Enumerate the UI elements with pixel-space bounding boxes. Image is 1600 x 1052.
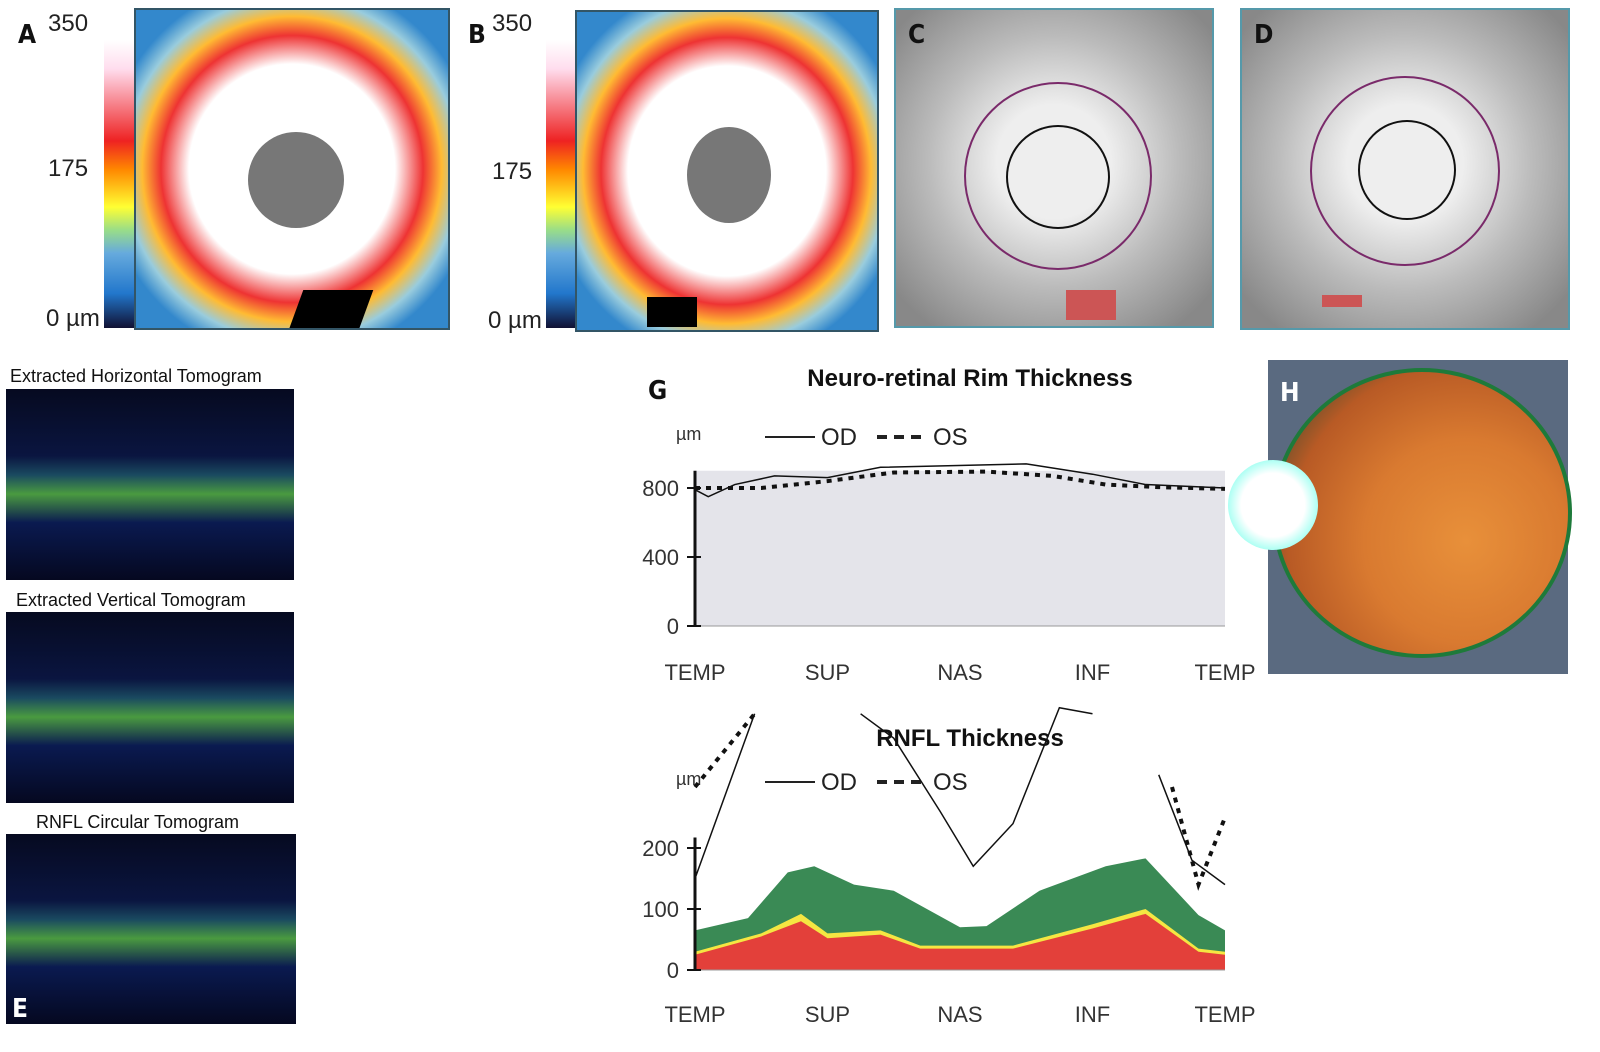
color-scale-a (104, 40, 134, 328)
panel-label-a: A (18, 20, 37, 50)
y-tick-label: 0 (667, 614, 679, 639)
panel-label-d: D (1254, 20, 1274, 50)
y-tick-label: 800 (642, 476, 679, 501)
legend-os-label: OS (933, 769, 968, 796)
x-tick-label: TEMP (664, 1002, 725, 1027)
circular-tomogram (6, 834, 296, 1024)
vertical-tomogram (6, 612, 294, 803)
series-od-line (1158, 774, 1226, 886)
chart-title: Neuro-retinal Rim Thickness (807, 365, 1132, 392)
scale-min-a: 0 µm (46, 305, 100, 332)
x-tick-label: TEMP (1194, 660, 1255, 685)
series-os-line (693, 712, 757, 789)
y-tick-label: 100 (642, 897, 679, 922)
x-tick-label: INF (1075, 1002, 1110, 1027)
disc-margin (1358, 120, 1456, 220)
scale-mid-b: 175 (492, 158, 533, 185)
color-scale-b (546, 40, 576, 328)
panel-label-h: H (1280, 378, 1300, 408)
reflectance-image-c (894, 8, 1214, 328)
legend-os-label: OS (933, 424, 968, 451)
legend-od-label: OD (821, 424, 857, 451)
tomogram-title-vertical: Extracted Vertical Tomogram (16, 590, 246, 610)
fundus-lens (1272, 368, 1572, 658)
tomogram-title-circular: RNFL Circular Tomogram (36, 812, 240, 832)
artifact (1066, 290, 1116, 320)
panel-label-b: B (468, 20, 486, 50)
thickness-map-b (575, 10, 879, 332)
tomogram-title-horizontal: Extracted Horizontal Tomogram (10, 366, 262, 386)
x-tick-label: TEMP (664, 660, 725, 685)
scale-min-b: 0 µm (488, 307, 542, 334)
x-tick-label: INF (1075, 660, 1110, 685)
horizontal-tomogram (6, 389, 294, 580)
panel-label-c: C (908, 20, 926, 50)
x-tick-label: NAS (937, 1002, 982, 1027)
chart-title: RNFL Thickness (876, 725, 1064, 752)
series-os-line (695, 469, 1226, 491)
x-tick-label: SUP (805, 660, 850, 685)
legend-od-label: OD (821, 769, 857, 796)
y-axis-unit: µm (676, 424, 701, 444)
scale-max-a: 350 (48, 10, 89, 37)
series-os-line (1170, 786, 1227, 891)
panel-label-e: E (12, 994, 28, 1024)
disc-margin (1006, 125, 1110, 229)
series-od-line (694, 463, 1226, 498)
x-tick-label: NAS (937, 660, 982, 685)
thickness-map-a (134, 8, 450, 330)
artifact (1322, 295, 1362, 307)
optic-disc (248, 132, 344, 228)
panel-label-g: G (648, 376, 668, 406)
y-tick-label: 200 (642, 836, 679, 861)
scale-max-b: 350 (492, 10, 533, 37)
scan-circle (1310, 76, 1500, 266)
optic-disc (687, 127, 771, 223)
scale-mid-a: 175 (48, 155, 89, 182)
reflectance-image-d (1240, 8, 1570, 330)
plot-background (695, 470, 1225, 626)
band-red (695, 913, 1225, 970)
x-tick-label: SUP (805, 1002, 850, 1027)
glare (1228, 460, 1318, 550)
series-od-line (694, 713, 756, 879)
fundus-photo (1228, 360, 1572, 674)
y-tick-label: 400 (642, 545, 679, 570)
y-tick-label: 0 (667, 958, 679, 983)
x-tick-label: TEMP (1194, 1002, 1255, 1027)
artifact (647, 297, 697, 327)
series-od-line (860, 706, 1093, 868)
scan-circle (964, 82, 1152, 270)
